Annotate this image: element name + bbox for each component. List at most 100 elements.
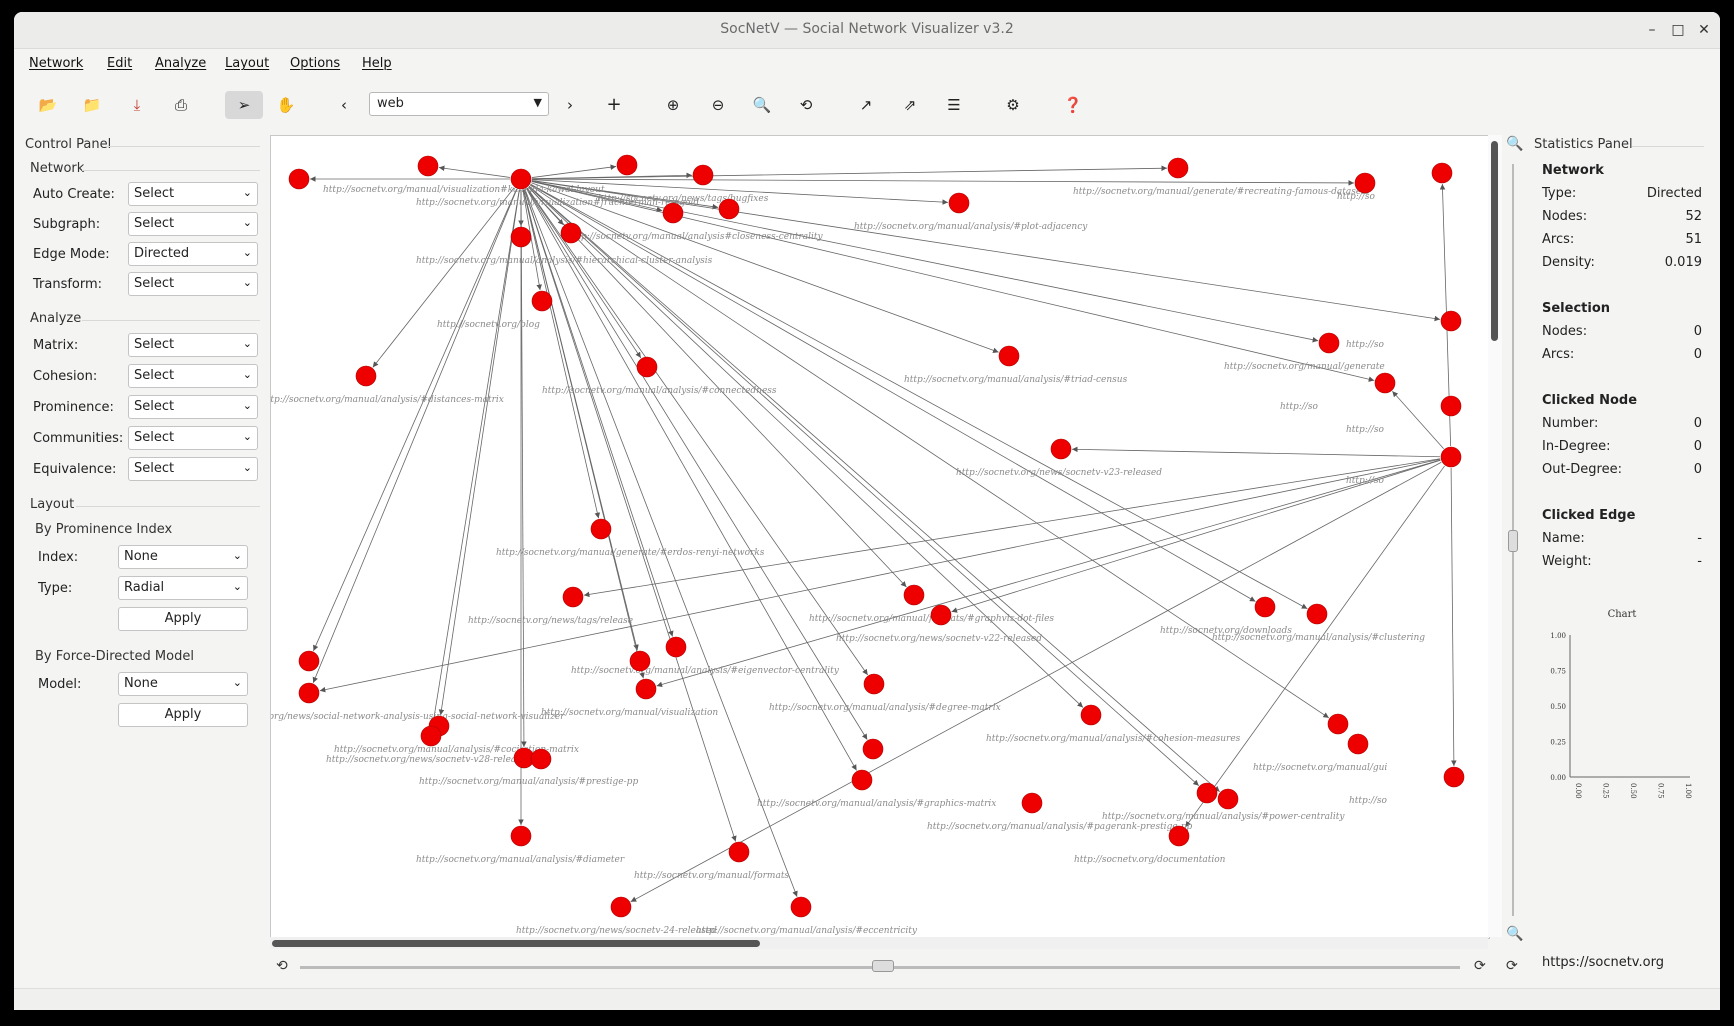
menu-layout[interactable]: Layout xyxy=(225,56,270,71)
graph-node[interactable] xyxy=(510,226,532,248)
reset-view-icon[interactable]: ⟲ xyxy=(799,96,813,114)
graph-node[interactable] xyxy=(662,202,684,224)
type-select[interactable]: Radial ⌄ xyxy=(118,576,248,600)
graph-edge[interactable] xyxy=(528,186,1200,786)
graph-node[interactable] xyxy=(298,650,320,672)
graph-edge[interactable] xyxy=(531,180,1319,343)
model-select[interactable]: None ⌄ xyxy=(118,672,248,696)
cohesion-select[interactable]: Select ⌄ xyxy=(128,364,258,388)
filter-icon[interactable]: ☰ xyxy=(947,96,961,114)
graph-edge[interactable] xyxy=(438,165,511,178)
graph-node[interactable] xyxy=(930,604,952,626)
graph-edge[interactable] xyxy=(526,187,869,676)
graph-node[interactable] xyxy=(510,168,532,190)
zoom-slider-knob[interactable] xyxy=(1508,530,1518,552)
add-relation-icon[interactable]: + xyxy=(606,94,622,115)
apply-prominence-button[interactable]: Apply xyxy=(118,607,248,631)
graph-edge[interactable] xyxy=(529,185,1220,793)
scroll-thumb[interactable] xyxy=(1491,141,1498,341)
zoom-out-icon[interactable]: ⊖ xyxy=(711,96,725,114)
graph-edge[interactable] xyxy=(526,188,868,740)
graph-node[interactable] xyxy=(1254,596,1276,618)
graph-edge[interactable] xyxy=(524,189,674,637)
zoom-fit-icon[interactable]: 🔍 xyxy=(752,96,772,114)
graph-node[interactable] xyxy=(863,673,885,695)
close-icon[interactable]: ✕ xyxy=(1698,22,1710,38)
graph-node[interactable] xyxy=(1440,395,1462,417)
graph-edge[interactable] xyxy=(1450,467,1457,767)
graph-edge[interactable] xyxy=(524,189,737,842)
graph-node[interactable] xyxy=(862,738,884,760)
canvas-horizontal-scrollbar[interactable] xyxy=(270,937,1488,949)
graph-node[interactable] xyxy=(1354,172,1376,194)
zoom-out-icon[interactable]: 🔍 xyxy=(1506,926,1524,942)
graph-node[interactable] xyxy=(1347,733,1369,755)
edge-mode-select[interactable]: Directed ⌄ xyxy=(128,242,258,266)
graph-node[interactable] xyxy=(728,841,750,863)
graph-edge[interactable] xyxy=(528,186,907,588)
graph-edge[interactable] xyxy=(523,189,601,519)
graph-node[interactable] xyxy=(590,518,612,540)
save-icon[interactable]: ⤓ xyxy=(133,96,141,114)
graph-node[interactable] xyxy=(851,769,873,791)
graph-edge[interactable] xyxy=(531,179,949,205)
graph-edge[interactable] xyxy=(951,459,1441,613)
graph-edge[interactable] xyxy=(526,187,642,359)
graph-edge[interactable] xyxy=(583,458,1441,598)
graph-edge[interactable] xyxy=(372,187,515,368)
graph-edge[interactable] xyxy=(438,189,520,716)
graph-node[interactable] xyxy=(1431,162,1453,184)
graph-node[interactable] xyxy=(718,198,740,220)
graph-node[interactable] xyxy=(1196,782,1218,804)
graph-node[interactable] xyxy=(665,636,687,658)
zoom-in-icon[interactable]: 🔍 xyxy=(1506,136,1524,152)
graph-edge[interactable] xyxy=(530,183,1308,610)
graph-node[interactable] xyxy=(1167,157,1189,179)
graph-node[interactable] xyxy=(1440,446,1462,468)
rotate-left-icon[interactable]: ⟲ xyxy=(276,958,288,974)
transform-select[interactable]: Select ⌄ xyxy=(128,272,258,296)
graph-node[interactable] xyxy=(903,584,925,606)
menu-edit[interactable]: Edit xyxy=(107,56,133,71)
prev-relation-icon[interactable]: ‹ xyxy=(341,96,347,114)
menu-network[interactable]: Network xyxy=(29,56,84,71)
pan-mode-icon[interactable]: ✋ xyxy=(276,96,296,114)
menu-options[interactable]: Options xyxy=(290,56,341,71)
graph-node[interactable] xyxy=(1440,310,1462,332)
menu-help[interactable]: Help xyxy=(362,56,392,71)
graph-node[interactable] xyxy=(1443,766,1465,788)
matrix-select[interactable]: Select ⌄ xyxy=(128,333,258,357)
graph-node[interactable] xyxy=(531,290,553,312)
graph-node[interactable] xyxy=(790,896,812,918)
graph-edge[interactable] xyxy=(630,461,1442,903)
graph-edge[interactable] xyxy=(524,189,798,897)
graph-node[interactable] xyxy=(1374,372,1396,394)
graph-node[interactable] xyxy=(1318,332,1340,354)
new-network-icon[interactable]: 📂 xyxy=(38,96,58,114)
graph-node[interactable] xyxy=(420,725,442,747)
graph-edge[interactable] xyxy=(656,459,1441,688)
select-mode-icon[interactable]: ➢ xyxy=(225,91,263,119)
next-relation-icon[interactable]: › xyxy=(567,96,573,114)
graph-node[interactable] xyxy=(1168,825,1190,847)
edge-weight-icon[interactable]: ↗ xyxy=(859,96,873,114)
graph-edge[interactable] xyxy=(520,189,527,748)
graph-node[interactable] xyxy=(635,678,657,700)
graph-edge[interactable] xyxy=(531,178,1355,186)
graph-node[interactable] xyxy=(1080,704,1102,726)
maximize-icon[interactable]: □ xyxy=(1671,22,1685,38)
graph-node[interactable] xyxy=(530,748,552,770)
communities-select[interactable]: Select ⌄ xyxy=(128,426,258,450)
graph-node[interactable] xyxy=(629,650,651,672)
graph-edge[interactable] xyxy=(528,186,1084,708)
whats-this-icon[interactable]: ❓ xyxy=(1063,96,1083,114)
menu-analyze[interactable]: Analyze xyxy=(155,56,207,71)
minimize-icon[interactable]: – xyxy=(1648,22,1656,38)
canvas-vertical-scrollbar[interactable] xyxy=(1488,135,1502,937)
graph-node[interactable] xyxy=(1306,603,1328,625)
graph-edge[interactable] xyxy=(319,458,1441,693)
graph-edge[interactable] xyxy=(522,189,542,291)
edge-labels-icon[interactable]: ⇗ xyxy=(903,96,917,114)
graph-edge[interactable] xyxy=(1185,465,1445,828)
graph-node[interactable] xyxy=(288,168,310,190)
